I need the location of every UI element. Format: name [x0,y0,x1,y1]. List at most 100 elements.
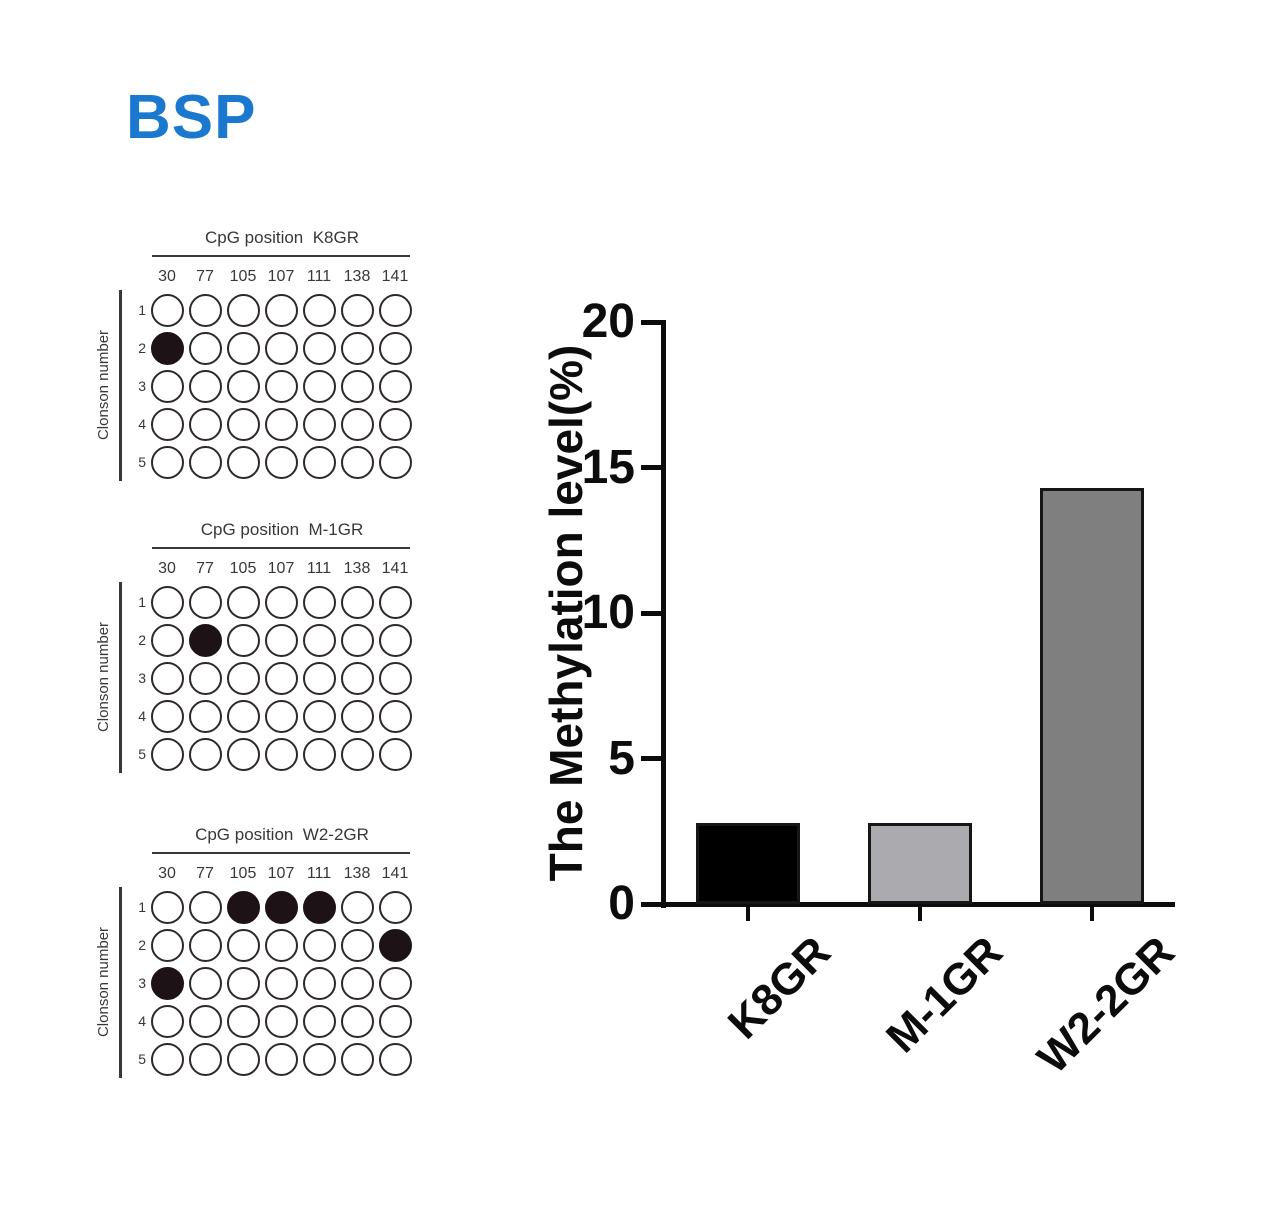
cpg-dot-unmethylated [302,1042,336,1076]
cpg-dot-unmethylated [188,1042,222,1076]
row-label-3: 3 [138,975,146,991]
col-header-111: 111 [306,268,332,285]
cpg-dot-unmethylated [340,623,374,657]
cpg-dot-unmethylated [264,661,298,695]
col-header-107: 107 [267,268,295,285]
cpg-dot-unmethylated [340,928,374,962]
cpg-panel-K8GR: CpG position K8GR 30 77 105 107 111 138 141 1 2 3 4… [88,222,428,498]
x-label-M-1GR: M-1GR [877,927,1012,1063]
panel-title: CpG position M-1GR [200,520,364,539]
row-label-1: 1 [138,899,146,915]
cpg-dot-unmethylated [378,331,412,365]
cpg-dot-unmethylated [226,331,260,365]
cpg-dot-unmethylated [226,293,260,327]
cpg-dot-unmethylated [302,737,336,771]
cpg-dot-unmethylated [340,331,374,365]
cpg-dot-unmethylated [264,966,298,1000]
cpg-dot-unmethylated [226,661,260,695]
y-tick-5 [641,756,665,761]
col-header-138: 138 [343,268,371,285]
y-tick-0 [641,901,665,907]
y-tick-15 [641,465,665,470]
cpg-dot-unmethylated [302,331,336,365]
cpg-dot-unmethylated [378,585,412,619]
col-header-141: 141 [381,865,409,882]
bar-K8GR [696,822,800,904]
cpg-dot-methylated [378,928,412,962]
col-header-77: 77 [196,865,214,882]
panel-title-underline [152,852,410,854]
cpg-dot-unmethylated [188,966,222,1000]
cpg-dot-unmethylated [302,585,336,619]
cpg-dot-unmethylated [226,407,260,441]
cpg-dot-unmethylated [302,623,336,657]
cpg-dot-unmethylated [226,445,260,479]
cpg-dot-methylated [264,890,298,924]
cpg-dot-unmethylated [378,1004,412,1038]
bar-W2-2GR [1040,487,1144,904]
y-tick-10 [641,610,665,616]
cpg-dot-unmethylated [302,966,336,1000]
cpg-dot-unmethylated [150,661,184,695]
col-header-141: 141 [381,560,409,577]
cpg-dot-unmethylated [302,369,336,403]
col-header-107: 107 [267,865,295,882]
row-label-1: 1 [138,302,146,318]
col-header-30: 30 [158,865,176,882]
cpg-dot-unmethylated [188,1004,222,1038]
panel-title: CpG position W2-2GR [195,825,369,844]
col-header-111: 111 [306,865,332,882]
y-tick-20 [641,319,665,325]
row-label-3: 3 [138,378,146,394]
row-label-4: 4 [138,416,146,432]
cpg-dot-unmethylated [264,928,298,962]
cpg-dot-methylated [226,890,260,924]
row-label-2: 2 [138,340,146,356]
cpg-dot-unmethylated [226,369,260,403]
cpg-dot-unmethylated [188,585,222,619]
row-label-5: 5 [138,454,146,470]
cpg-dot-unmethylated [264,623,298,657]
cpg-dot-unmethylated [340,585,374,619]
cpg-dot-unmethylated [226,737,260,771]
cpg-panel-M-1GR: CpG position M-1GR 30 77 105 107 111 138 141 1 2 3… [88,514,428,790]
cpg-dot-unmethylated [340,890,374,924]
panel-title: CpG position K8GR [204,228,359,247]
cpg-dot-unmethylated [302,407,336,441]
cpg-dot-unmethylated [340,737,374,771]
cpg-dot-unmethylated [340,445,374,479]
cpg-dot-unmethylated [378,369,412,403]
col-header-77: 77 [196,560,214,577]
col-header-138: 138 [343,560,371,577]
row-label-5: 5 [138,746,146,762]
y-axis-title: The Methylation level(%) [540,344,592,882]
x-tick-K8GR [746,906,750,921]
clone-axis-line [119,887,122,1078]
cpg-dot-unmethylated [188,369,222,403]
cpg-dot-unmethylated [150,585,184,619]
col-header-30: 30 [158,268,176,285]
x-label-K8GR: K8GR [718,927,840,1049]
row-label-1: 1 [138,594,146,610]
col-header-30: 30 [158,560,176,577]
cpg-dot-unmethylated [302,928,336,962]
cpg-dot-unmethylated [150,623,184,657]
row-label-2: 2 [138,632,146,648]
cpg-dot-unmethylated [340,661,374,695]
cpg-dot-unmethylated [150,1004,184,1038]
y-tick-label-20: 20 [581,295,635,348]
col-header-111: 111 [306,560,332,577]
cpg-dot-unmethylated [302,445,336,479]
row-label-3: 3 [138,670,146,686]
cpg-dot-unmethylated [340,369,374,403]
cpg-dot-unmethylated [188,699,222,733]
cpg-dot-unmethylated [264,737,298,771]
cpg-dot-unmethylated [150,1042,184,1076]
cpg-dot-unmethylated [188,737,222,771]
cpg-dot-unmethylated [302,699,336,733]
cpg-dot-unmethylated [188,890,222,924]
y-tick-label-5: 5 [608,731,635,785]
cpg-dot-unmethylated [188,293,222,327]
